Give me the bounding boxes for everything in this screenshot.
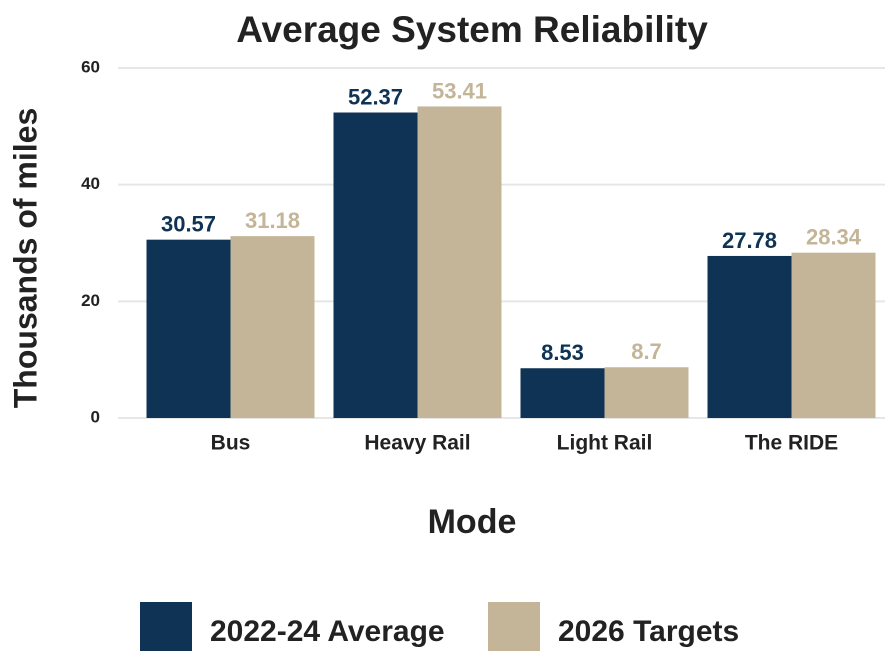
bar <box>333 112 418 418</box>
bar <box>707 255 792 418</box>
bar <box>417 106 502 419</box>
bar <box>520 368 605 418</box>
y-tick-label: 40 <box>81 174 100 193</box>
x-tick-label: Light Rail <box>557 432 653 455</box>
x-tick-label: The RIDE <box>745 432 838 455</box>
y-tick-label: 60 <box>81 57 100 76</box>
bar <box>604 367 689 418</box>
bar <box>146 239 231 418</box>
value-label: 8.53 <box>541 340 584 365</box>
value-label: 8.7 <box>631 339 662 364</box>
legend-label: 2022-24 Average <box>210 615 445 648</box>
value-label: 28.34 <box>806 224 862 249</box>
x-tick-label: Heavy Rail <box>364 432 470 455</box>
y-tick-label: 20 <box>81 291 100 310</box>
value-label: 31.18 <box>245 208 300 233</box>
y-tick-label: 0 <box>91 407 100 426</box>
value-label: 27.78 <box>722 228 777 253</box>
legend-label: 2026 Targets <box>558 615 739 648</box>
value-label: 30.57 <box>161 211 216 236</box>
legend-swatch <box>488 602 540 651</box>
value-label: 52.37 <box>348 84 403 109</box>
bar <box>230 236 315 418</box>
y-axis-label: Thousands of miles <box>7 108 43 408</box>
x-axis-label: Mode <box>428 503 517 541</box>
bar <box>791 252 876 418</box>
value-label: 53.41 <box>432 78 487 103</box>
x-tick-label: Bus <box>211 432 251 455</box>
legend-swatch <box>140 602 192 651</box>
chart-title: Average System Reliability <box>236 9 708 50</box>
